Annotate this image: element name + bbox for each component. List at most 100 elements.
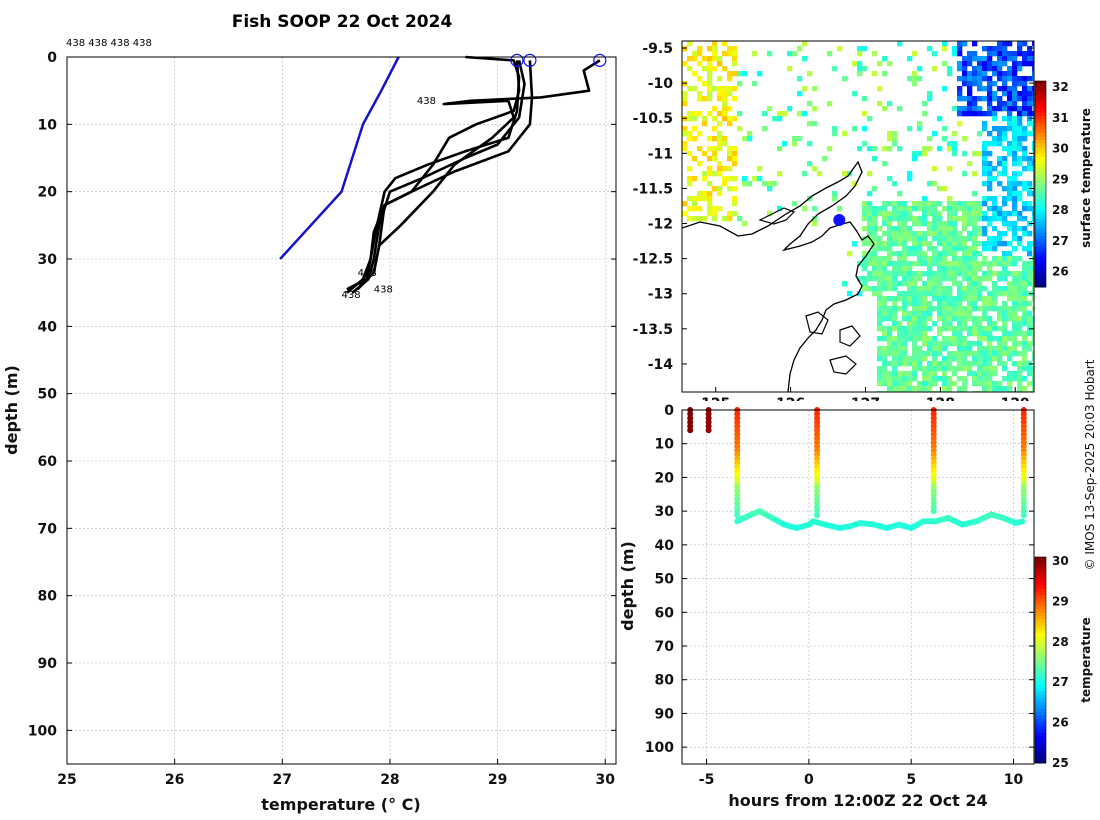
sst-pixel	[792, 136, 798, 142]
sst-pixel	[937, 146, 943, 152]
sst-pixel	[897, 346, 903, 352]
sst-pixel	[1012, 296, 1018, 302]
sst-pixel	[987, 261, 993, 267]
sst-colorbar-segment	[1035, 221, 1046, 226]
sst-pixel	[732, 96, 738, 102]
sst-pixel	[952, 256, 958, 262]
sst-pixel	[967, 311, 973, 317]
sst-pixel	[882, 256, 888, 262]
sst-pixel	[987, 81, 993, 87]
sst-pixel	[967, 161, 973, 167]
sst-pixel	[967, 111, 973, 117]
sst-pixel	[877, 266, 883, 272]
sst-pixel	[687, 116, 693, 122]
sst-pixel	[947, 361, 953, 367]
sst-pixel	[1012, 136, 1018, 142]
sst-pixel	[1017, 41, 1023, 47]
sst-pixel	[1032, 111, 1034, 117]
sst-pixel	[962, 106, 968, 112]
sst-pixel	[942, 376, 948, 382]
temperature-colorbar-segment	[1035, 749, 1046, 754]
sst-pixel	[1002, 161, 1008, 167]
sst-pixel	[922, 336, 928, 342]
sst-pixel	[1007, 261, 1013, 267]
sst-pixel	[717, 96, 723, 102]
sst-pixel	[1017, 366, 1023, 372]
temperature-colorbar-segment	[1035, 684, 1046, 688]
profile-y-tick-label: 80	[38, 589, 58, 605]
sst-pixel	[902, 346, 908, 352]
sst-pixel	[1032, 271, 1034, 277]
sst-pixel	[1007, 96, 1013, 102]
temperature-colorbar-segment	[1035, 690, 1046, 695]
sst-pixel	[897, 226, 903, 232]
sst-pixel	[922, 231, 928, 237]
sst-pixel	[937, 376, 943, 382]
sst-pixel	[682, 126, 688, 132]
sst-pixel	[852, 91, 858, 97]
sst-pixel	[917, 201, 923, 207]
sst-pixel	[992, 106, 998, 112]
sst-pixel	[992, 81, 998, 87]
sst-pixel	[972, 111, 978, 117]
sst-pixel	[977, 81, 983, 87]
sst-pixel	[977, 276, 983, 282]
sst-pixel	[977, 356, 983, 362]
temperature-colorbar-segment	[1035, 605, 1046, 609]
sst-pixel	[882, 351, 888, 357]
sst-pixel	[942, 326, 948, 332]
sst-pixel	[1017, 131, 1023, 137]
timeseries-y-tick-label: 0	[664, 403, 674, 419]
sst-pixel	[727, 76, 733, 82]
sst-colorbar-segment	[1035, 166, 1046, 171]
sst-pixel	[957, 366, 963, 372]
sst-pixel	[957, 336, 963, 342]
sst-pixel	[977, 111, 983, 117]
sst-pixel	[937, 281, 943, 287]
sst-pixel	[952, 306, 958, 312]
sst-pixel	[982, 71, 988, 77]
sst-pixel	[907, 236, 913, 242]
sst-pixel	[692, 176, 698, 182]
sst-pixel	[967, 286, 973, 292]
sst-pixel	[727, 211, 733, 217]
sst-pixel	[862, 266, 868, 272]
sst-pixel	[972, 56, 978, 62]
sst-pixel	[797, 91, 803, 97]
sst-pixel	[962, 356, 968, 362]
sst-colorbar-segment	[1035, 269, 1046, 274]
sst-pixel	[1027, 201, 1033, 207]
sst-pixel	[857, 66, 863, 72]
sst-pixel	[907, 226, 913, 232]
sst-pixel	[887, 351, 893, 357]
sst-pixel	[902, 386, 908, 392]
sst-pixel	[727, 176, 733, 182]
sst-pixel	[882, 286, 888, 292]
sst-pixel	[687, 151, 693, 157]
sst-pixel	[1012, 346, 1018, 352]
sst-pixel	[1017, 156, 1023, 162]
sst-pixel	[992, 226, 998, 232]
sst-pixel	[702, 191, 708, 197]
sst-pixel	[997, 306, 1003, 312]
sst-pixel	[1012, 116, 1018, 122]
sst-pixel	[912, 76, 918, 82]
sst-pixel	[942, 221, 948, 227]
sst-pixel	[1007, 376, 1013, 382]
sst-pixel	[992, 136, 998, 142]
sst-colorbar-segment	[1035, 249, 1046, 254]
sst-pixel	[902, 301, 908, 307]
sst-pixel	[1027, 261, 1033, 267]
sst-pixel	[892, 231, 898, 237]
sst-colorbar-segment	[1035, 94, 1046, 99]
sst-pixel	[952, 131, 958, 137]
sst-pixel	[977, 61, 983, 67]
sst-pixel	[967, 81, 973, 87]
sst-pixel	[892, 321, 898, 327]
profile-gridlines	[66, 56, 616, 764]
sst-pixel	[922, 381, 928, 387]
sst-pixel	[722, 86, 728, 92]
sst-pixel	[812, 121, 818, 127]
sst-pixel	[722, 181, 728, 187]
sst-pixel	[932, 346, 938, 352]
